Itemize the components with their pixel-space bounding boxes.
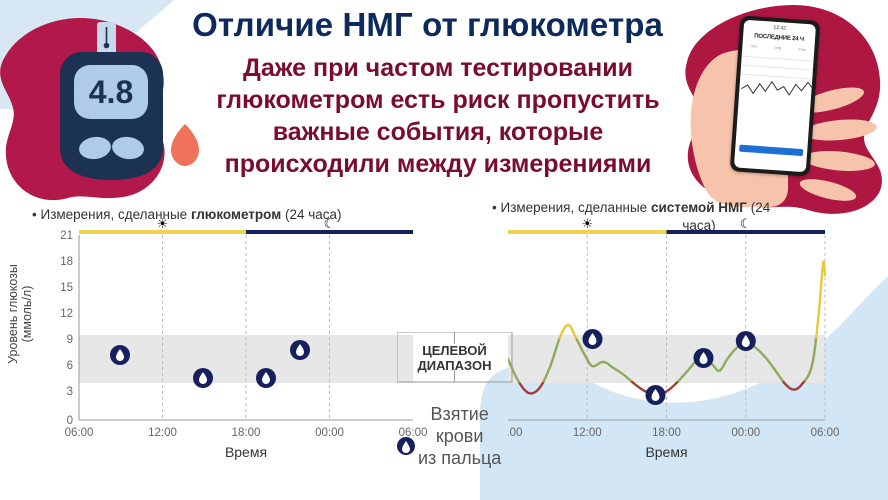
svg-text:06:00: 06:00 xyxy=(65,427,94,439)
svg-text:00:00: 00:00 xyxy=(315,427,344,439)
svg-text:☾: ☾ xyxy=(324,216,336,231)
svg-text:12: 12 xyxy=(60,308,73,320)
svg-text:18: 18 xyxy=(60,256,73,268)
svg-text:Время: Время xyxy=(645,444,687,460)
svg-text:☀: ☀ xyxy=(157,216,169,231)
svg-text:Время: Время xyxy=(225,444,267,460)
svg-text:12:00: 12:00 xyxy=(148,427,177,439)
svg-text:☀: ☀ xyxy=(581,216,593,231)
svg-text:18:00: 18:00 xyxy=(232,427,261,439)
svg-text:ДИАПАЗОН: ДИАПАЗОН xyxy=(417,358,491,373)
svg-text:9: 9 xyxy=(67,334,73,346)
svg-text:06.00: 06.00 xyxy=(508,427,522,439)
svg-text:3: 3 xyxy=(67,386,73,398)
svg-text:4.8: 4.8 xyxy=(89,74,133,110)
svg-text:0: 0 xyxy=(67,415,73,427)
svg-text:☾: ☾ xyxy=(740,216,752,231)
svg-text:12:00: 12:00 xyxy=(573,427,602,439)
svg-text:15: 15 xyxy=(60,282,73,294)
svg-text:18:00: 18:00 xyxy=(652,427,681,439)
svg-text:00:00: 00:00 xyxy=(731,427,760,439)
svg-text:6: 6 xyxy=(67,360,73,372)
svg-text:06:00: 06:00 xyxy=(811,427,840,439)
svg-text:ЦЕЛЕВОЙ: ЦЕЛЕВОЙ xyxy=(422,343,486,358)
svg-text:21: 21 xyxy=(60,230,73,242)
